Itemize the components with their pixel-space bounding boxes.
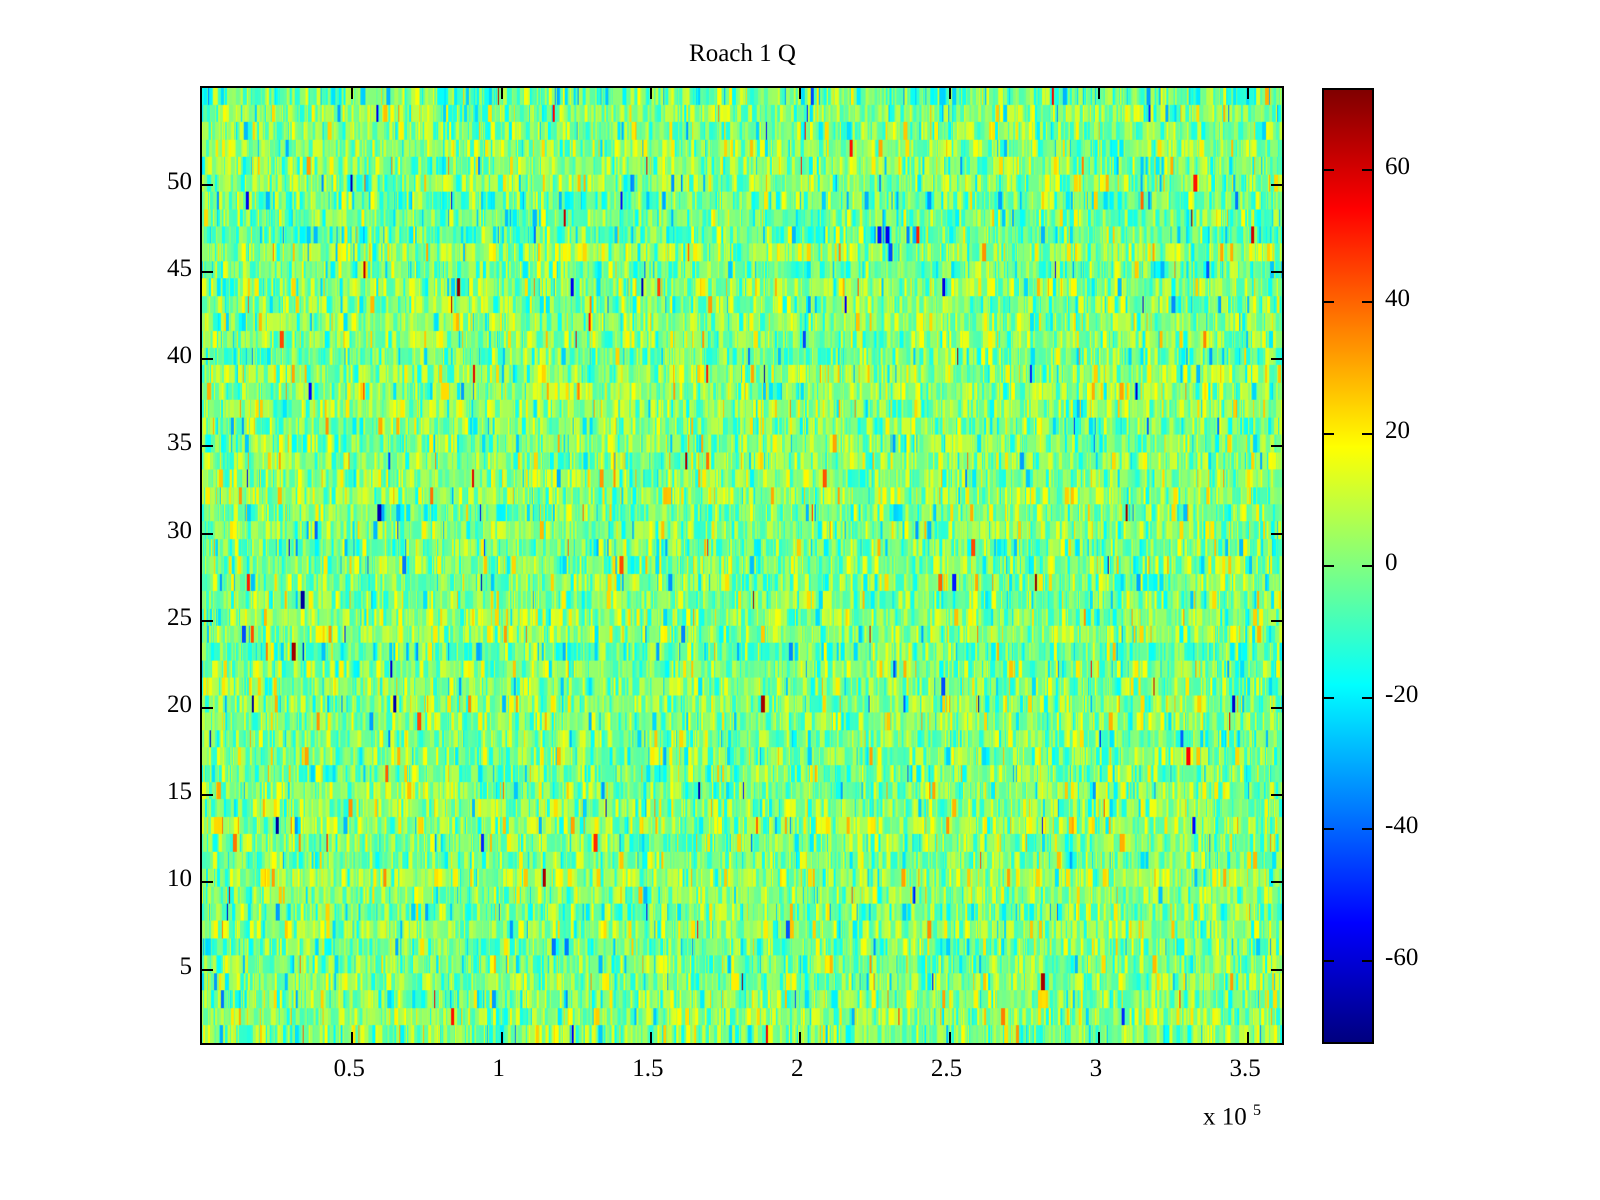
x-axis-tick [1097, 88, 1100, 99]
colorbar-tick [1324, 960, 1334, 963]
colorbar-tick [1362, 432, 1372, 435]
colorbar-tick-label: 60 [1385, 153, 1410, 181]
x-axis-tick [500, 1032, 503, 1043]
y-axis-tick [1271, 706, 1282, 709]
colorbar-tick-label: -20 [1385, 680, 1419, 708]
x-axis-tick-label: 3.5 [1229, 1055, 1261, 1082]
y-axis-tick [202, 794, 213, 797]
heatmap-image [202, 88, 1282, 1043]
colorbar-tick [1362, 300, 1372, 303]
colorbar-tick-label: -40 [1385, 812, 1419, 840]
y-axis-tick-label: 30 [167, 516, 192, 544]
y-axis-tick-label: 45 [167, 255, 192, 283]
x-axis-tick [1097, 1032, 1100, 1043]
y-axis-tick [202, 358, 213, 361]
x-axis-tick-label: 2.5 [930, 1055, 963, 1082]
y-axis-tick [202, 706, 213, 709]
y-axis-tick [202, 968, 213, 971]
colorbar-tick [1324, 300, 1334, 303]
x-axis-tick [500, 88, 503, 99]
y-axis-tick [202, 183, 213, 186]
colorbar-tick [1362, 960, 1372, 963]
colorbar-tick-label: 20 [1385, 416, 1410, 444]
y-axis-tick-label: 15 [167, 778, 192, 806]
y-axis-tick [1271, 794, 1282, 797]
colorbar-tick [1362, 828, 1372, 831]
colorbar-tick [1324, 564, 1334, 567]
x-axis-tick [649, 1032, 652, 1043]
x-axis-tick [649, 88, 652, 99]
colorbar-tick [1362, 169, 1372, 172]
y-axis-tick-label: 20 [167, 690, 192, 718]
y-axis-tick [202, 532, 213, 535]
heatmap-axes[interactable] [200, 86, 1284, 1045]
x-axis-tick-label: 3 [1089, 1055, 1103, 1082]
x-axis-tick [799, 1032, 802, 1043]
y-axis-tick [1271, 619, 1282, 622]
y-axis-tick-label: 10 [167, 865, 192, 893]
y-axis-tick [202, 445, 213, 448]
y-axis-tick [1271, 445, 1282, 448]
page-title: Roach 1 Q [689, 40, 796, 67]
x-axis-tick-label: 1 [492, 1055, 505, 1082]
x-axis-tick [948, 1032, 951, 1043]
y-axis-tick-label: 25 [167, 603, 192, 631]
y-axis-tick-label: 40 [167, 342, 192, 370]
colorbar-tick-label: 0 [1385, 548, 1398, 576]
y-axis-tick [1271, 183, 1282, 186]
colorbar-tick [1324, 432, 1334, 435]
y-axis-tick [202, 881, 213, 884]
y-axis-tick [202, 619, 213, 622]
colorbar-tick-label: 40 [1385, 284, 1410, 312]
x-axis-exponent-power: 5 [1253, 1102, 1261, 1119]
x-axis-tick [351, 88, 354, 99]
x-axis-tick [1247, 1032, 1250, 1043]
colorbar-tick [1324, 169, 1334, 172]
x-axis-tick-label: 0.5 [333, 1055, 365, 1082]
colorbar[interactable] [1322, 88, 1374, 1044]
colorbar-tick [1324, 696, 1334, 699]
y-axis-tick [202, 271, 213, 274]
x-axis-exponent-label: x 10 5 [1203, 1102, 1261, 1131]
colorbar-tick [1362, 564, 1372, 567]
x-axis-tick-label: 1.5 [632, 1055, 664, 1082]
colorbar-tick [1324, 828, 1334, 831]
x-axis-tick [948, 88, 951, 99]
y-axis-tick-label: 35 [167, 429, 192, 457]
y-axis-tick-label: 50 [167, 167, 192, 195]
x-axis-tick [799, 88, 802, 99]
x-axis-tick-label: 2 [790, 1055, 804, 1082]
y-axis-tick [1271, 881, 1282, 884]
y-axis-tick [1271, 358, 1282, 361]
y-axis-tick [1271, 271, 1282, 274]
y-axis-tick [1271, 532, 1282, 535]
y-axis-tick-label: 5 [179, 952, 193, 980]
colorbar-tick-label: -60 [1385, 944, 1419, 972]
colorbar-tick [1362, 696, 1372, 699]
x-axis-tick [351, 1032, 354, 1043]
x-axis-tick [1247, 88, 1250, 99]
y-axis-tick [1271, 968, 1282, 971]
